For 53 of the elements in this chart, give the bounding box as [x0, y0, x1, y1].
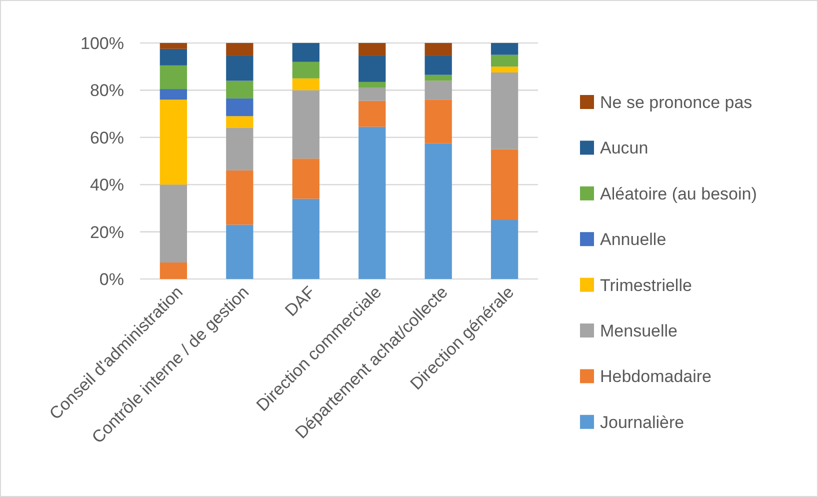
bar — [292, 158, 320, 199]
y-tick-label: 40% — [90, 176, 124, 195]
bar — [358, 88, 386, 101]
bar — [424, 74, 452, 81]
y-tick-label: 60% — [90, 128, 124, 148]
bar — [292, 43, 320, 62]
legend-label: Trimestrielle — [600, 276, 692, 295]
bar — [358, 43, 386, 56]
bar — [292, 78, 320, 90]
bar — [160, 48, 188, 66]
bar — [160, 100, 188, 185]
bar — [358, 82, 386, 88]
legend-label: Aléatoire (au besoin) — [600, 184, 757, 204]
y-tick-label: 20% — [90, 222, 124, 242]
bar — [160, 89, 188, 100]
bar — [226, 170, 254, 225]
bar — [292, 90, 320, 159]
bar — [358, 100, 386, 127]
bar — [160, 65, 188, 90]
bar — [226, 116, 254, 128]
bar — [292, 198, 320, 279]
bar — [226, 128, 254, 170]
bar — [226, 224, 254, 279]
y-tick-label: 0% — [99, 270, 124, 289]
y-tick-label: 100% — [80, 34, 124, 53]
bar — [226, 43, 254, 56]
bar — [226, 56, 254, 81]
legend-label: Ne se prononce pas — [600, 92, 752, 112]
bar — [490, 72, 518, 150]
bar — [160, 262, 188, 279]
bar — [226, 80, 254, 98]
legend-label: Aucun — [600, 138, 648, 158]
legend-label: Hebdomadaire — [600, 367, 712, 386]
bar — [160, 43, 188, 49]
bar — [292, 62, 320, 78]
bar — [358, 126, 386, 279]
bar — [490, 149, 518, 220]
bar — [490, 54, 518, 67]
bar — [424, 100, 452, 144]
bar — [424, 80, 452, 100]
bar — [424, 56, 452, 75]
bar — [424, 43, 452, 56]
legend-label: Journalière — [600, 412, 684, 432]
bar — [490, 43, 518, 55]
legend-label: Mensuelle — [600, 321, 678, 340]
bar — [424, 143, 452, 279]
bar — [226, 98, 254, 116]
bar — [490, 66, 518, 72]
bar — [160, 184, 188, 262]
legend-label: Annuelle — [600, 230, 666, 250]
y-tick-label: 80% — [90, 81, 124, 100]
bar — [490, 220, 518, 279]
bar — [358, 56, 386, 82]
